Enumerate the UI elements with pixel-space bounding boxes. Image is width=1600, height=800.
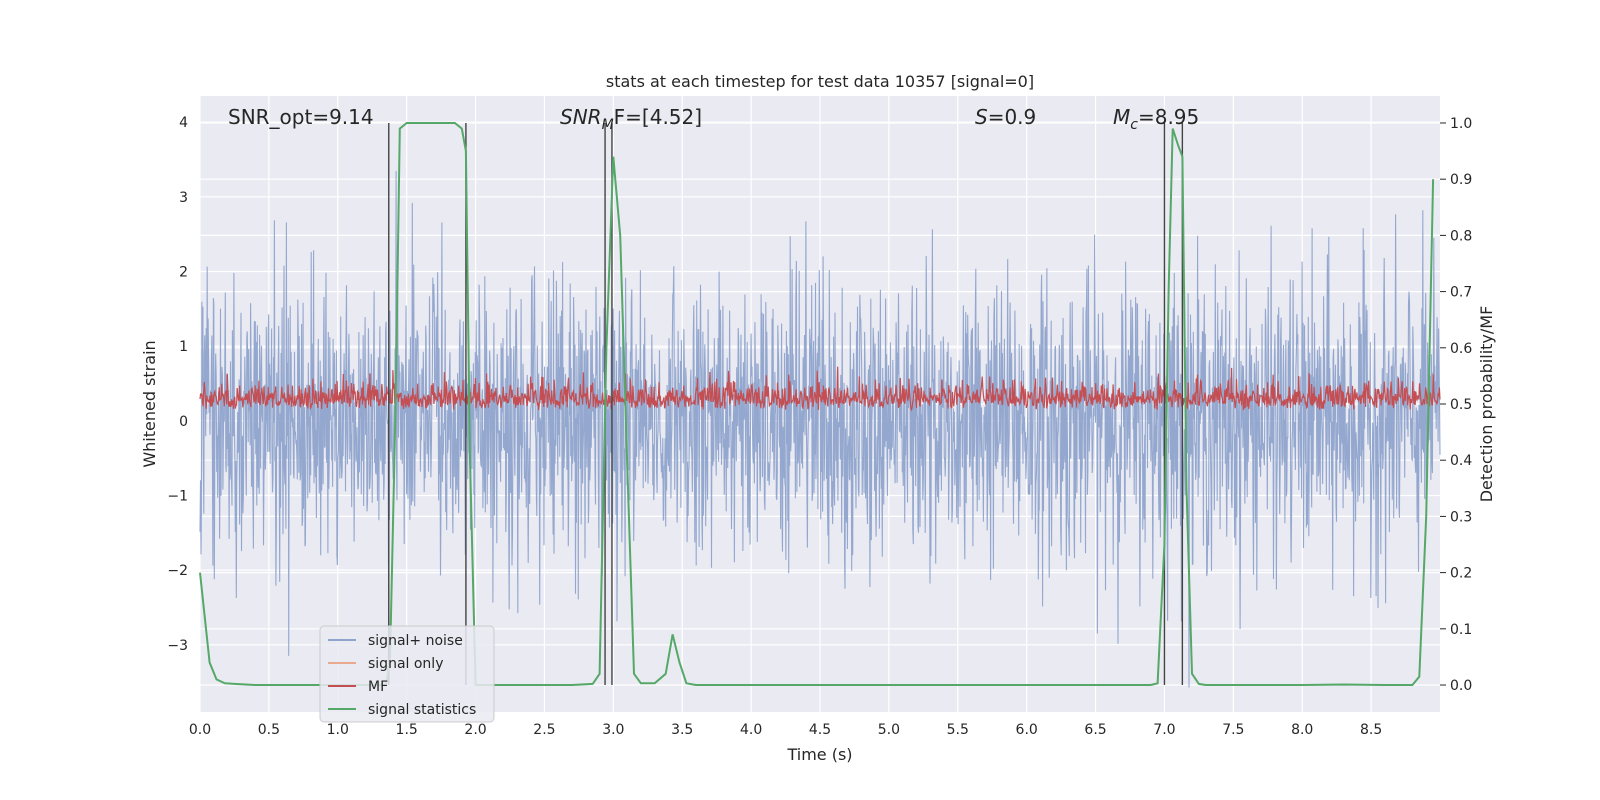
x-tick-label: 8.0 [1291, 722, 1313, 738]
y2-tick-label: 0.5 [1450, 397, 1472, 413]
annotation-mc-main: M [1113, 105, 1130, 129]
legend-label-signal-only: signal only [368, 656, 443, 672]
annotation-mc-sub: c [1130, 117, 1138, 133]
x-tick-label: 8.5 [1360, 722, 1382, 738]
annotation-snr-mf-main: SNR [560, 105, 602, 129]
plot-layer [199, 170, 1441, 688]
y2-axis-label: Detection probability/MF [1477, 306, 1496, 503]
x-axis-ticks: 0.0 0.5 1.0 1.5 2.0 2.5 3.0 3.5 4.0 4.5 5.0 5.5 6.0 6… [189, 722, 1382, 738]
annotation-s-rest: =0.9 [988, 105, 1037, 129]
y-tick-label: 1 [179, 339, 188, 355]
x-tick-label: 5.0 [878, 722, 900, 738]
annotation-snr-opt: SNR_opt=9.14 [228, 105, 374, 129]
legend-label-signal-statistics: signal statistics [368, 702, 476, 718]
y-tick-label: 2 [179, 264, 188, 280]
annotation-s: S=0.9 [975, 105, 1036, 129]
x-tick-label: 4.0 [740, 722, 762, 738]
series-mf [199, 366, 1441, 412]
y-tick-label: 4 [179, 115, 188, 131]
y-axis-ticks: 4 3 2 1 0 −1 −2 −3 [167, 115, 188, 654]
y-tick-label: −1 [167, 488, 188, 504]
x-tick-label: 6.5 [1084, 722, 1106, 738]
annotation-snr-mf: SNRMF=[4.52] [560, 105, 702, 133]
x-tick-label: 7.0 [1153, 722, 1175, 738]
legend-label-signal-noise: signal+ noise [368, 633, 463, 649]
y-tick-label: 3 [179, 190, 188, 206]
x-tick-label: 4.5 [809, 722, 831, 738]
annotation-s-main: S [975, 105, 988, 129]
y2-tick-label: 0.3 [1450, 509, 1472, 525]
series-signal-noise [199, 170, 1441, 688]
x-tick-label: 1.5 [396, 722, 418, 738]
x-tick-label: 7.5 [1222, 722, 1244, 738]
y-tick-label: −2 [167, 563, 188, 579]
y2-tick-label: 0.8 [1450, 228, 1472, 244]
x-axis-label: Time (s) [786, 745, 852, 764]
x-tick-label: 3.0 [602, 722, 624, 738]
annotation-mc-rest: =8.95 [1138, 105, 1199, 129]
y2-tick-label: 0.6 [1450, 341, 1472, 357]
chart-title: stats at each timestep for test data 103… [606, 72, 1034, 91]
legend-label-mf: MF [368, 679, 388, 695]
annotation-snr-mf-rest: F=[4.52] [614, 105, 702, 129]
y2-tick-label: 1.0 [1450, 116, 1472, 132]
y2-tick-label: 0.4 [1450, 453, 1472, 469]
x-tick-label: 0.0 [189, 722, 211, 738]
y2-tick-label: 0.7 [1450, 285, 1472, 301]
x-tick-label: 1.0 [327, 722, 349, 738]
y-tick-label: 0 [179, 414, 188, 430]
y2-axis-ticks: 1.0 0.9 0.8 0.7 0.6 0.5 0.4 0.3 0.2 0.1 0.0 [1440, 116, 1472, 694]
y-tick-label: −3 [167, 638, 188, 654]
annotation-snr-mf-sub: M [602, 117, 614, 133]
y-axis-label: Whitened strain [140, 340, 159, 467]
x-tick-label: 2.0 [464, 722, 486, 738]
y2-tick-label: 0.1 [1450, 622, 1472, 638]
x-tick-label: 3.5 [671, 722, 693, 738]
x-tick-label: 6.0 [1016, 722, 1038, 738]
y2-tick-label: 0.2 [1450, 566, 1472, 582]
y2-tick-label: 0.9 [1450, 172, 1472, 188]
legend: signal+ noise signal only MF signal stat… [319, 625, 495, 723]
annotation-mc: Mc=8.95 [1113, 105, 1199, 133]
y2-tick-label: 0.0 [1450, 678, 1472, 694]
x-tick-label: 2.5 [533, 722, 555, 738]
x-tick-label: 0.5 [258, 722, 280, 738]
legend-box [319, 625, 495, 723]
x-tick-label: 5.5 [947, 722, 969, 738]
